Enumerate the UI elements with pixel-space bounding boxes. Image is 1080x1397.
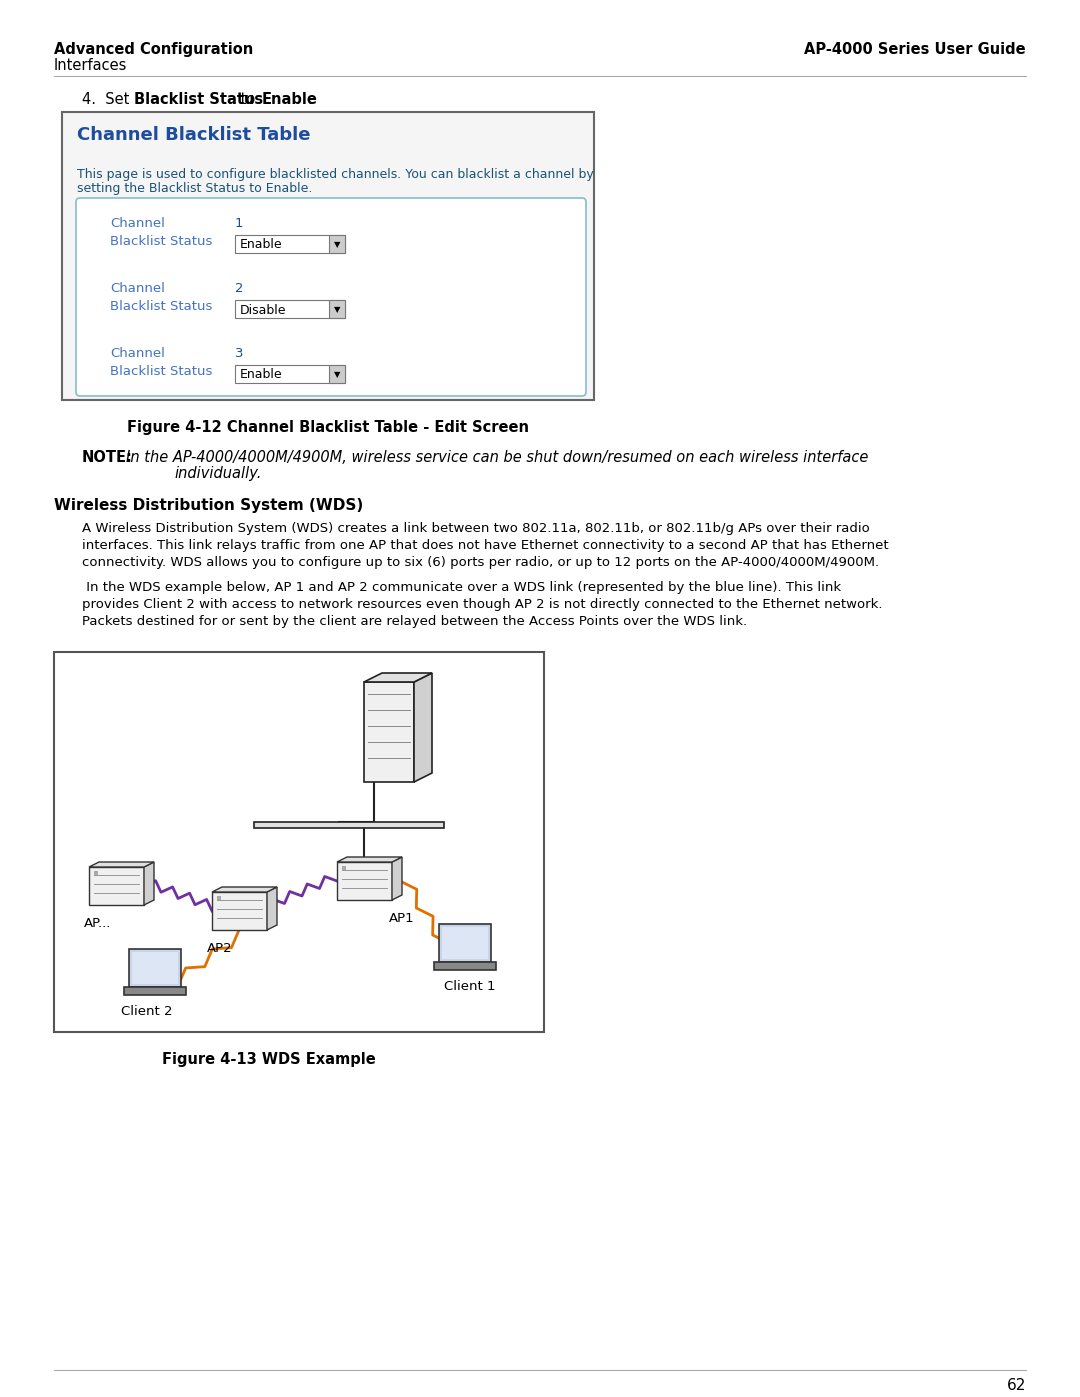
Bar <box>329 300 345 319</box>
Text: Blacklist Status: Blacklist Status <box>110 235 213 249</box>
Text: Advanced Configuration: Advanced Configuration <box>54 42 253 57</box>
Text: Channel: Channel <box>110 217 165 231</box>
Text: Blacklist Status: Blacklist Status <box>110 365 213 379</box>
Text: Blacklist Status: Blacklist Status <box>110 300 213 313</box>
Text: AP1: AP1 <box>389 912 415 925</box>
Text: 4.  Set: 4. Set <box>82 92 134 108</box>
Bar <box>434 963 496 970</box>
Text: Channel: Channel <box>110 346 165 360</box>
Text: In the WDS example below, AP 1 and AP 2 communicate over a WDS link (represented: In the WDS example below, AP 1 and AP 2 … <box>82 581 841 594</box>
Text: .: . <box>307 92 312 108</box>
Bar <box>342 866 346 870</box>
Polygon shape <box>212 893 267 930</box>
Text: ▼: ▼ <box>334 306 340 314</box>
Bar <box>329 365 345 383</box>
Polygon shape <box>267 887 276 930</box>
Polygon shape <box>337 856 402 862</box>
Bar <box>438 923 491 963</box>
Bar <box>54 652 544 1032</box>
Polygon shape <box>144 862 154 905</box>
Bar <box>62 112 594 400</box>
Text: Channel Blacklist Table: Channel Blacklist Table <box>77 126 311 144</box>
Text: Client 1: Client 1 <box>444 981 496 993</box>
Text: AP-4000 Series User Guide: AP-4000 Series User Guide <box>805 42 1026 57</box>
Text: 3: 3 <box>235 346 243 360</box>
Bar <box>129 949 181 988</box>
Text: 62: 62 <box>1007 1377 1026 1393</box>
Text: AP2: AP2 <box>207 942 232 956</box>
Text: AP...: AP... <box>84 916 111 930</box>
Bar <box>132 951 178 983</box>
Polygon shape <box>212 887 276 893</box>
Bar <box>217 895 221 900</box>
Polygon shape <box>89 868 144 905</box>
Text: Packets destined for or sent by the client are relayed between the Access Points: Packets destined for or sent by the clie… <box>82 615 747 629</box>
Text: individually.: individually. <box>174 467 261 481</box>
Text: to: to <box>237 92 260 108</box>
Text: connectivity. WDS allows you to configure up to six (6) ports per radio, or up t: connectivity. WDS allows you to configur… <box>82 556 879 569</box>
Polygon shape <box>337 862 392 900</box>
Text: Channel: Channel <box>110 282 165 295</box>
Text: Enable: Enable <box>262 92 318 108</box>
Text: Wireless Distribution System (WDS): Wireless Distribution System (WDS) <box>54 497 363 513</box>
Bar <box>94 870 98 875</box>
Text: interfaces. This link relays traffic from one AP that does not have Ethernet con: interfaces. This link relays traffic fro… <box>82 539 889 552</box>
Text: ▼: ▼ <box>334 370 340 380</box>
Text: Disable: Disable <box>240 303 286 317</box>
Bar <box>235 300 345 319</box>
Text: Enable: Enable <box>240 239 283 251</box>
Bar <box>329 235 345 253</box>
Polygon shape <box>392 856 402 900</box>
Bar <box>442 928 488 958</box>
Text: Figure 4-13 WDS Example: Figure 4-13 WDS Example <box>162 1052 376 1067</box>
Polygon shape <box>89 862 154 868</box>
Bar <box>235 365 345 383</box>
Bar <box>64 115 592 162</box>
Text: In the AP-4000/4000M/4900M, wireless service can be shut down/resumed on each wi: In the AP-4000/4000M/4900M, wireless ser… <box>126 450 868 465</box>
Polygon shape <box>414 673 432 782</box>
Polygon shape <box>364 682 414 782</box>
Text: Figure 4-12 Channel Blacklist Table - Edit Screen: Figure 4-12 Channel Blacklist Table - Ed… <box>127 420 529 434</box>
Text: setting the Blacklist Status to Enable.: setting the Blacklist Status to Enable. <box>77 182 312 196</box>
Text: ▼: ▼ <box>334 240 340 250</box>
Text: 1: 1 <box>235 217 243 231</box>
Text: Blacklist Status: Blacklist Status <box>134 92 264 108</box>
Bar <box>235 235 345 253</box>
Bar <box>124 988 186 995</box>
Text: Client 2: Client 2 <box>121 1004 173 1018</box>
Text: NOTE:: NOTE: <box>82 450 133 465</box>
Text: Interfaces: Interfaces <box>54 59 127 73</box>
Polygon shape <box>254 821 444 828</box>
Text: provides Client 2 with access to network resources even though AP 2 is not direc: provides Client 2 with access to network… <box>82 598 882 610</box>
Text: Enable: Enable <box>240 369 283 381</box>
Polygon shape <box>364 673 432 682</box>
FancyBboxPatch shape <box>76 198 586 395</box>
Text: 2: 2 <box>235 282 243 295</box>
Text: This page is used to configure blacklisted channels. You can blacklist a channel: This page is used to configure blacklist… <box>77 168 594 182</box>
Text: A Wireless Distribution System (WDS) creates a link between two 802.11a, 802.11b: A Wireless Distribution System (WDS) cre… <box>82 522 869 535</box>
